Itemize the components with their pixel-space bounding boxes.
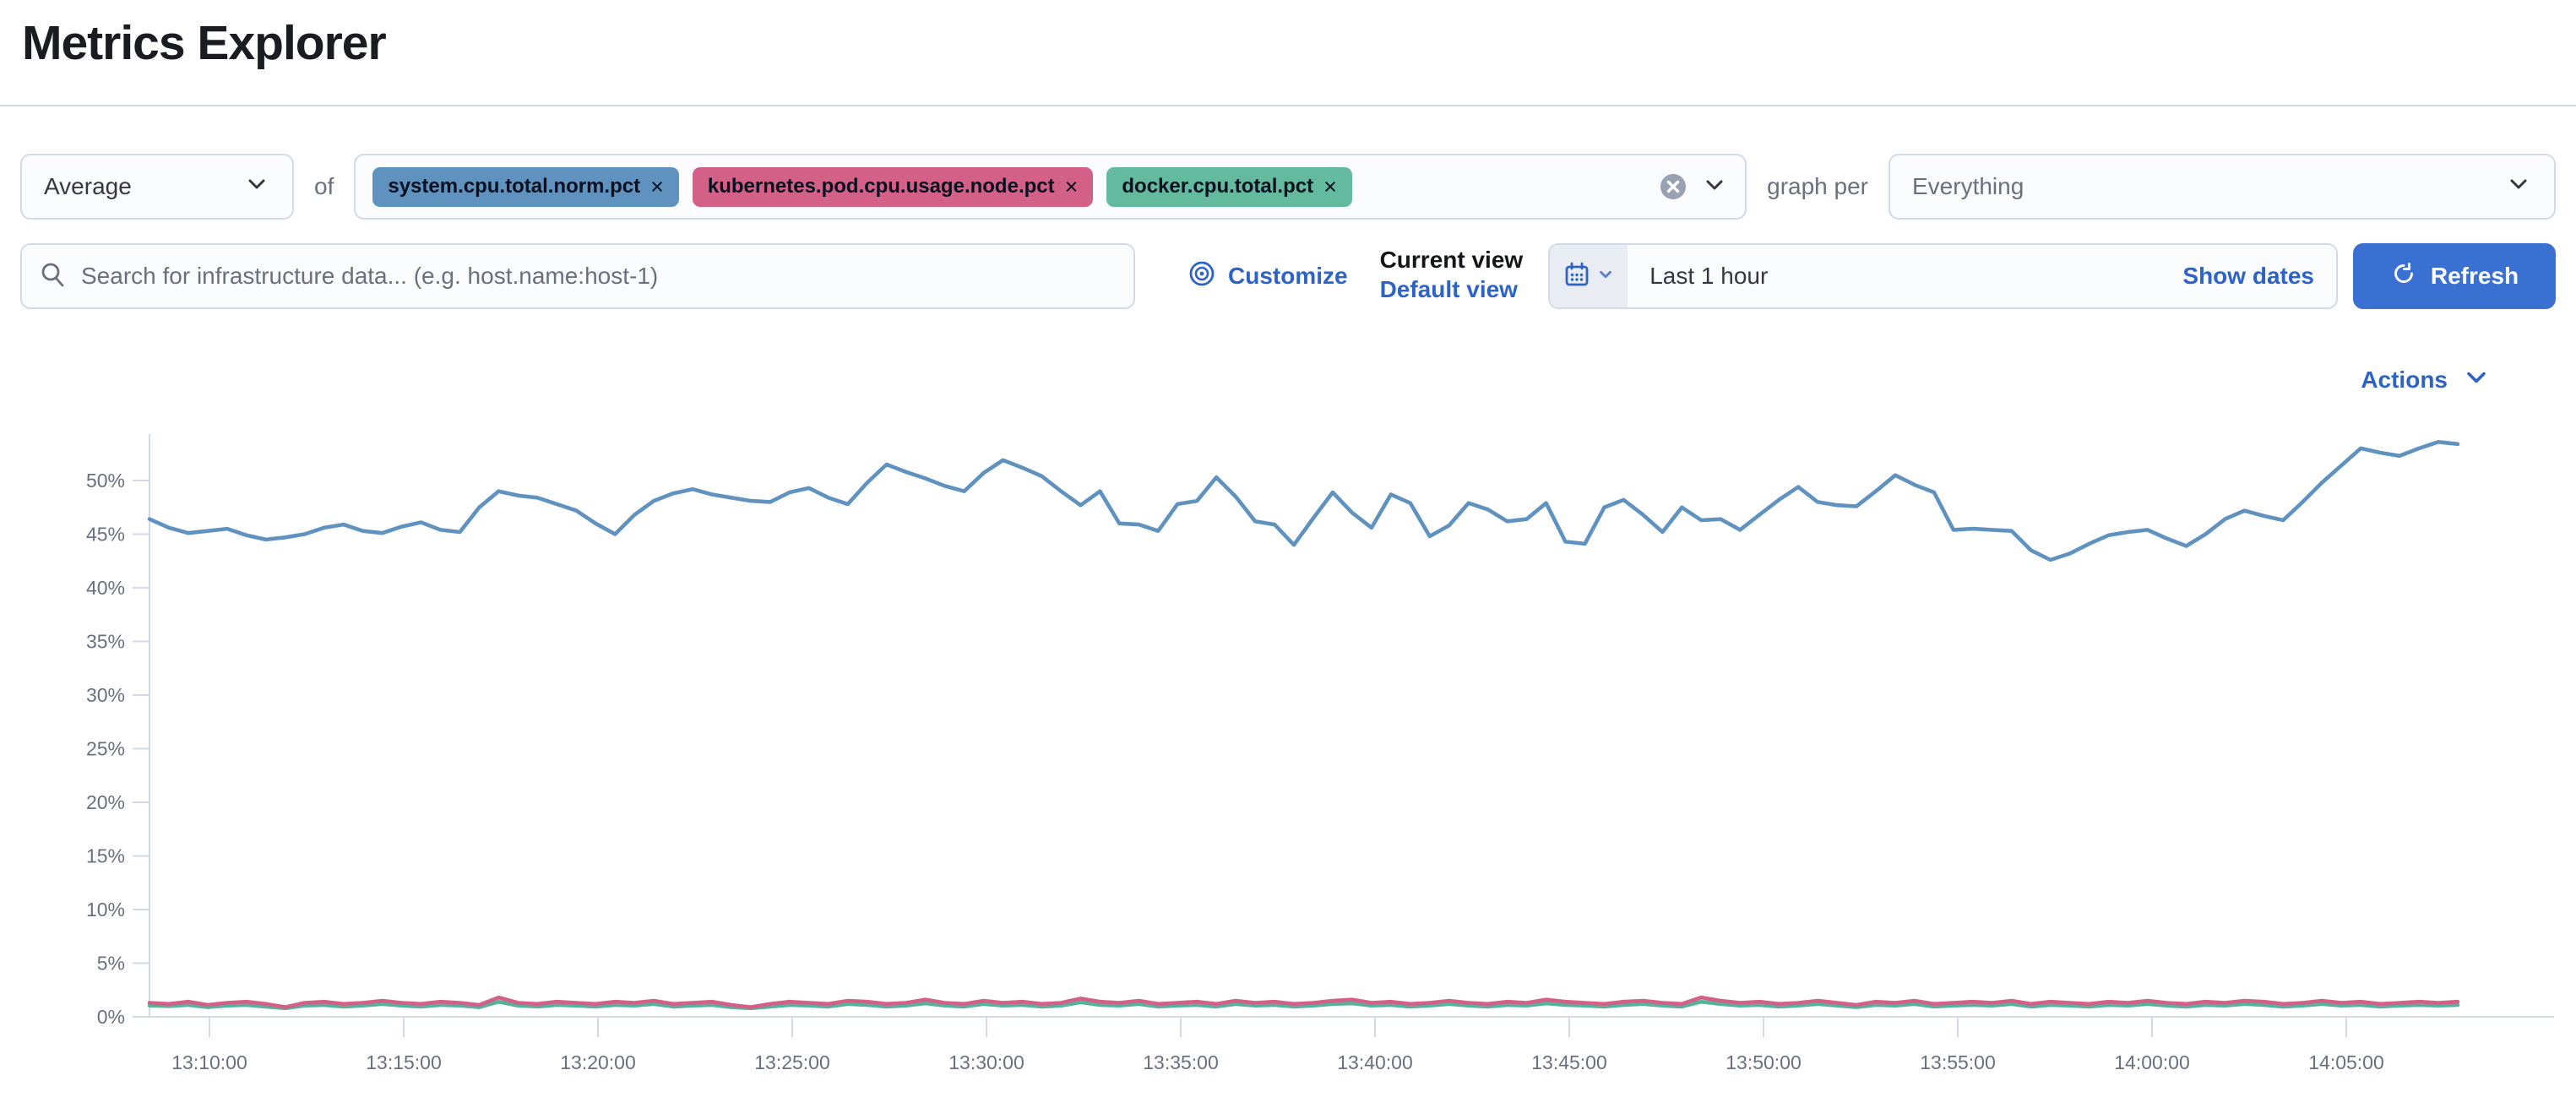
chevron-down-icon (243, 171, 270, 204)
svg-text:13:40:00: 13:40:00 (1337, 1051, 1413, 1073)
svg-text:0%: 0% (97, 1006, 125, 1028)
svg-text:15%: 15% (86, 845, 125, 867)
chart-header: Actions (0, 361, 2576, 399)
svg-text:13:35:00: 13:35:00 (1143, 1051, 1219, 1073)
svg-text:14:00:00: 14:00:00 (2114, 1051, 2190, 1073)
chevron-down-icon (1596, 265, 1615, 288)
group-by-select-value: Everything (1912, 173, 2024, 199)
svg-text:30%: 30% (86, 684, 125, 706)
search-input-wrapper[interactable] (20, 243, 1135, 309)
page-header: Metrics Explorer (0, 0, 2576, 71)
clear-all-icon[interactable] (1659, 172, 1687, 201)
customize-button[interactable]: Customize (1187, 259, 1348, 294)
chevron-down-icon (2505, 171, 2532, 204)
svg-text:20%: 20% (86, 791, 125, 813)
svg-text:45%: 45% (86, 524, 125, 546)
show-dates-button[interactable]: Show dates (2182, 263, 2314, 289)
svg-text:13:25:00: 13:25:00 (754, 1051, 830, 1073)
time-range-value[interactable]: Last 1 hour (1649, 263, 1769, 289)
page-title: Metrics Explorer (22, 16, 387, 70)
refresh-button[interactable]: Refresh (2353, 243, 2556, 309)
refresh-icon (2390, 260, 2417, 293)
svg-text:13:45:00: 13:45:00 (1531, 1051, 1607, 1073)
aggregation-row: Average of system.cpu.total.norm.pct × k… (0, 154, 2576, 220)
svg-text:14:05:00: 14:05:00 (2308, 1051, 2384, 1073)
of-label: of (314, 173, 334, 199)
metrics-chart[interactable]: 0% 5% 10% 15% 20% 25% 30% 35% 40% 45% 50% 13:10:00 1… (0, 410, 2576, 1090)
calendar-icon (1562, 260, 1591, 293)
svg-text:13:30:00: 13:30:00 (948, 1051, 1024, 1073)
metric-badge-label: docker.cpu.total.pct (1122, 175, 1314, 198)
quick-select-button[interactable] (1550, 245, 1628, 307)
actions-menu-button[interactable]: Actions (2361, 361, 2492, 399)
remove-icon[interactable]: × (1323, 173, 1337, 199)
metrics-combobox[interactable]: system.cpu.total.norm.pct × kubernetes.p… (354, 154, 1747, 220)
svg-text:13:15:00: 13:15:00 (366, 1051, 442, 1073)
metric-badge[interactable]: docker.cpu.total.pct × (1106, 166, 1352, 207)
refresh-label: Refresh (2430, 263, 2519, 289)
svg-text:25%: 25% (86, 738, 125, 760)
view-picker: Current view Default view (1380, 245, 1524, 308)
search-icon (39, 260, 68, 293)
metric-badge-label: kubernetes.pod.cpu.usage.node.pct (707, 175, 1055, 198)
graph-per-label: graph per (1767, 173, 1868, 199)
svg-text:13:50:00: 13:50:00 (1725, 1051, 1802, 1073)
toolbar-row: Customize Current view Default view Last… (0, 243, 2576, 309)
svg-text:40%: 40% (86, 577, 125, 599)
aggregation-select-value: Average (44, 173, 132, 199)
svg-text:13:55:00: 13:55:00 (1920, 1051, 1996, 1073)
svg-text:35%: 35% (86, 631, 125, 653)
svg-text:5%: 5% (97, 953, 125, 975)
aggregation-select[interactable]: Average (20, 154, 294, 220)
remove-icon[interactable]: × (1064, 173, 1079, 199)
group-by-select[interactable]: Everything (1889, 154, 2556, 220)
remove-icon[interactable]: × (650, 173, 664, 199)
svg-text:50%: 50% (86, 470, 125, 492)
metric-badge-label: system.cpu.total.norm.pct (388, 175, 641, 198)
metric-badge[interactable]: system.cpu.total.norm.pct × (372, 166, 679, 207)
svg-text:10%: 10% (86, 899, 125, 921)
chevron-down-icon[interactable] (1701, 171, 1728, 203)
header-divider (0, 105, 2576, 106)
time-range-picker[interactable]: Last 1 hour Show dates (1548, 243, 2338, 309)
actions-label: Actions (2361, 367, 2448, 393)
default-view-link[interactable]: Default view (1379, 275, 1518, 302)
search-input[interactable] (81, 263, 1117, 290)
svg-text:13:20:00: 13:20:00 (560, 1051, 636, 1073)
customize-icon (1187, 259, 1216, 294)
chevron-down-icon (2461, 362, 2492, 399)
current-view-label: Current view (1379, 246, 1524, 273)
svg-text:13:10:00: 13:10:00 (171, 1051, 247, 1073)
customize-label: Customize (1228, 263, 1348, 289)
metric-badge[interactable]: kubernetes.pod.cpu.usage.node.pct × (692, 166, 1094, 207)
line-chart[interactable]: 0% 5% 10% 15% 20% 25% 30% 35% 40% 45% 50% 13:10:00 1… (20, 410, 2556, 1086)
